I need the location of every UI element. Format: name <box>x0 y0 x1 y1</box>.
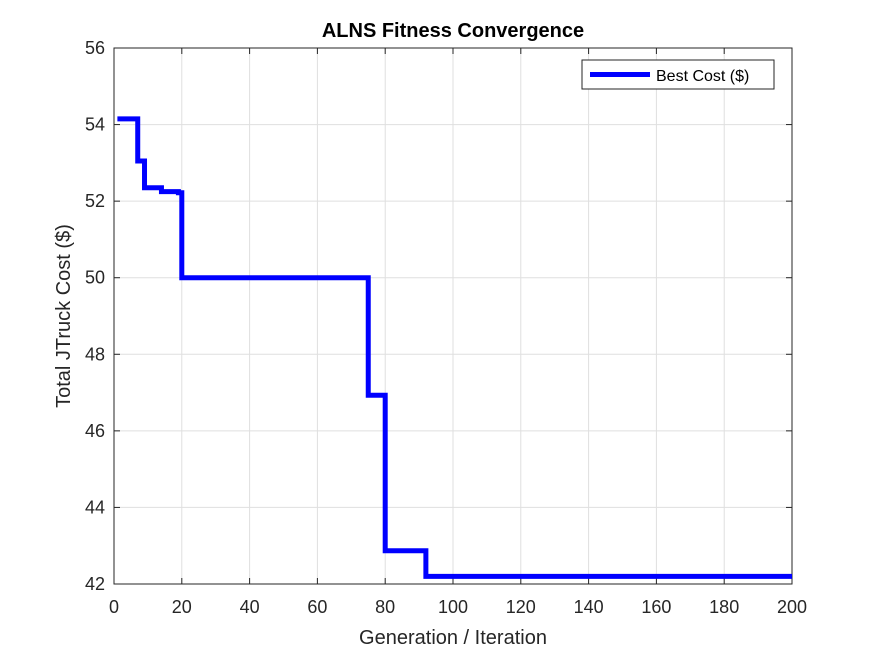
x-tick-label: 80 <box>375 597 395 617</box>
series-line-best-cost <box>117 116 792 579</box>
x-tick-label: 20 <box>172 597 192 617</box>
x-tick-label: 0 <box>109 597 119 617</box>
x-tick-label: 120 <box>506 597 536 617</box>
y-tick-label: 56 <box>85 38 105 58</box>
x-tick-label: 200 <box>777 597 807 617</box>
legend: Best Cost ($) <box>581 59 775 90</box>
x-tick-label: 140 <box>574 597 604 617</box>
axis-ticks: 0 20 40 60 80 100 120 140 160 180 200 42 44 46 48 50 52 5… <box>85 38 807 617</box>
x-tick-label: 40 <box>240 597 260 617</box>
chart-title: ALNS Fitness Convergence <box>322 20 584 42</box>
y-tick-label: 54 <box>85 115 105 135</box>
x-tick-label: 60 <box>307 597 327 617</box>
y-tick-label: 44 <box>85 497 105 517</box>
y-tick-label: 46 <box>85 421 105 441</box>
x-tick-label: 100 <box>438 597 468 617</box>
y-tick-label: 50 <box>85 268 105 288</box>
legend-label-best-cost: Best Cost ($) <box>656 68 749 85</box>
y-tick-label: 42 <box>85 574 105 594</box>
y-tick-label: 52 <box>85 191 105 211</box>
x-axis-label: Generation / Iteration <box>359 627 547 649</box>
x-tick-label: 180 <box>709 597 739 617</box>
series-layer <box>117 116 792 579</box>
y-tick-label: 48 <box>85 344 105 364</box>
x-tick-label: 160 <box>641 597 671 617</box>
y-axis-label: Total JTruck Cost ($) <box>53 224 75 408</box>
